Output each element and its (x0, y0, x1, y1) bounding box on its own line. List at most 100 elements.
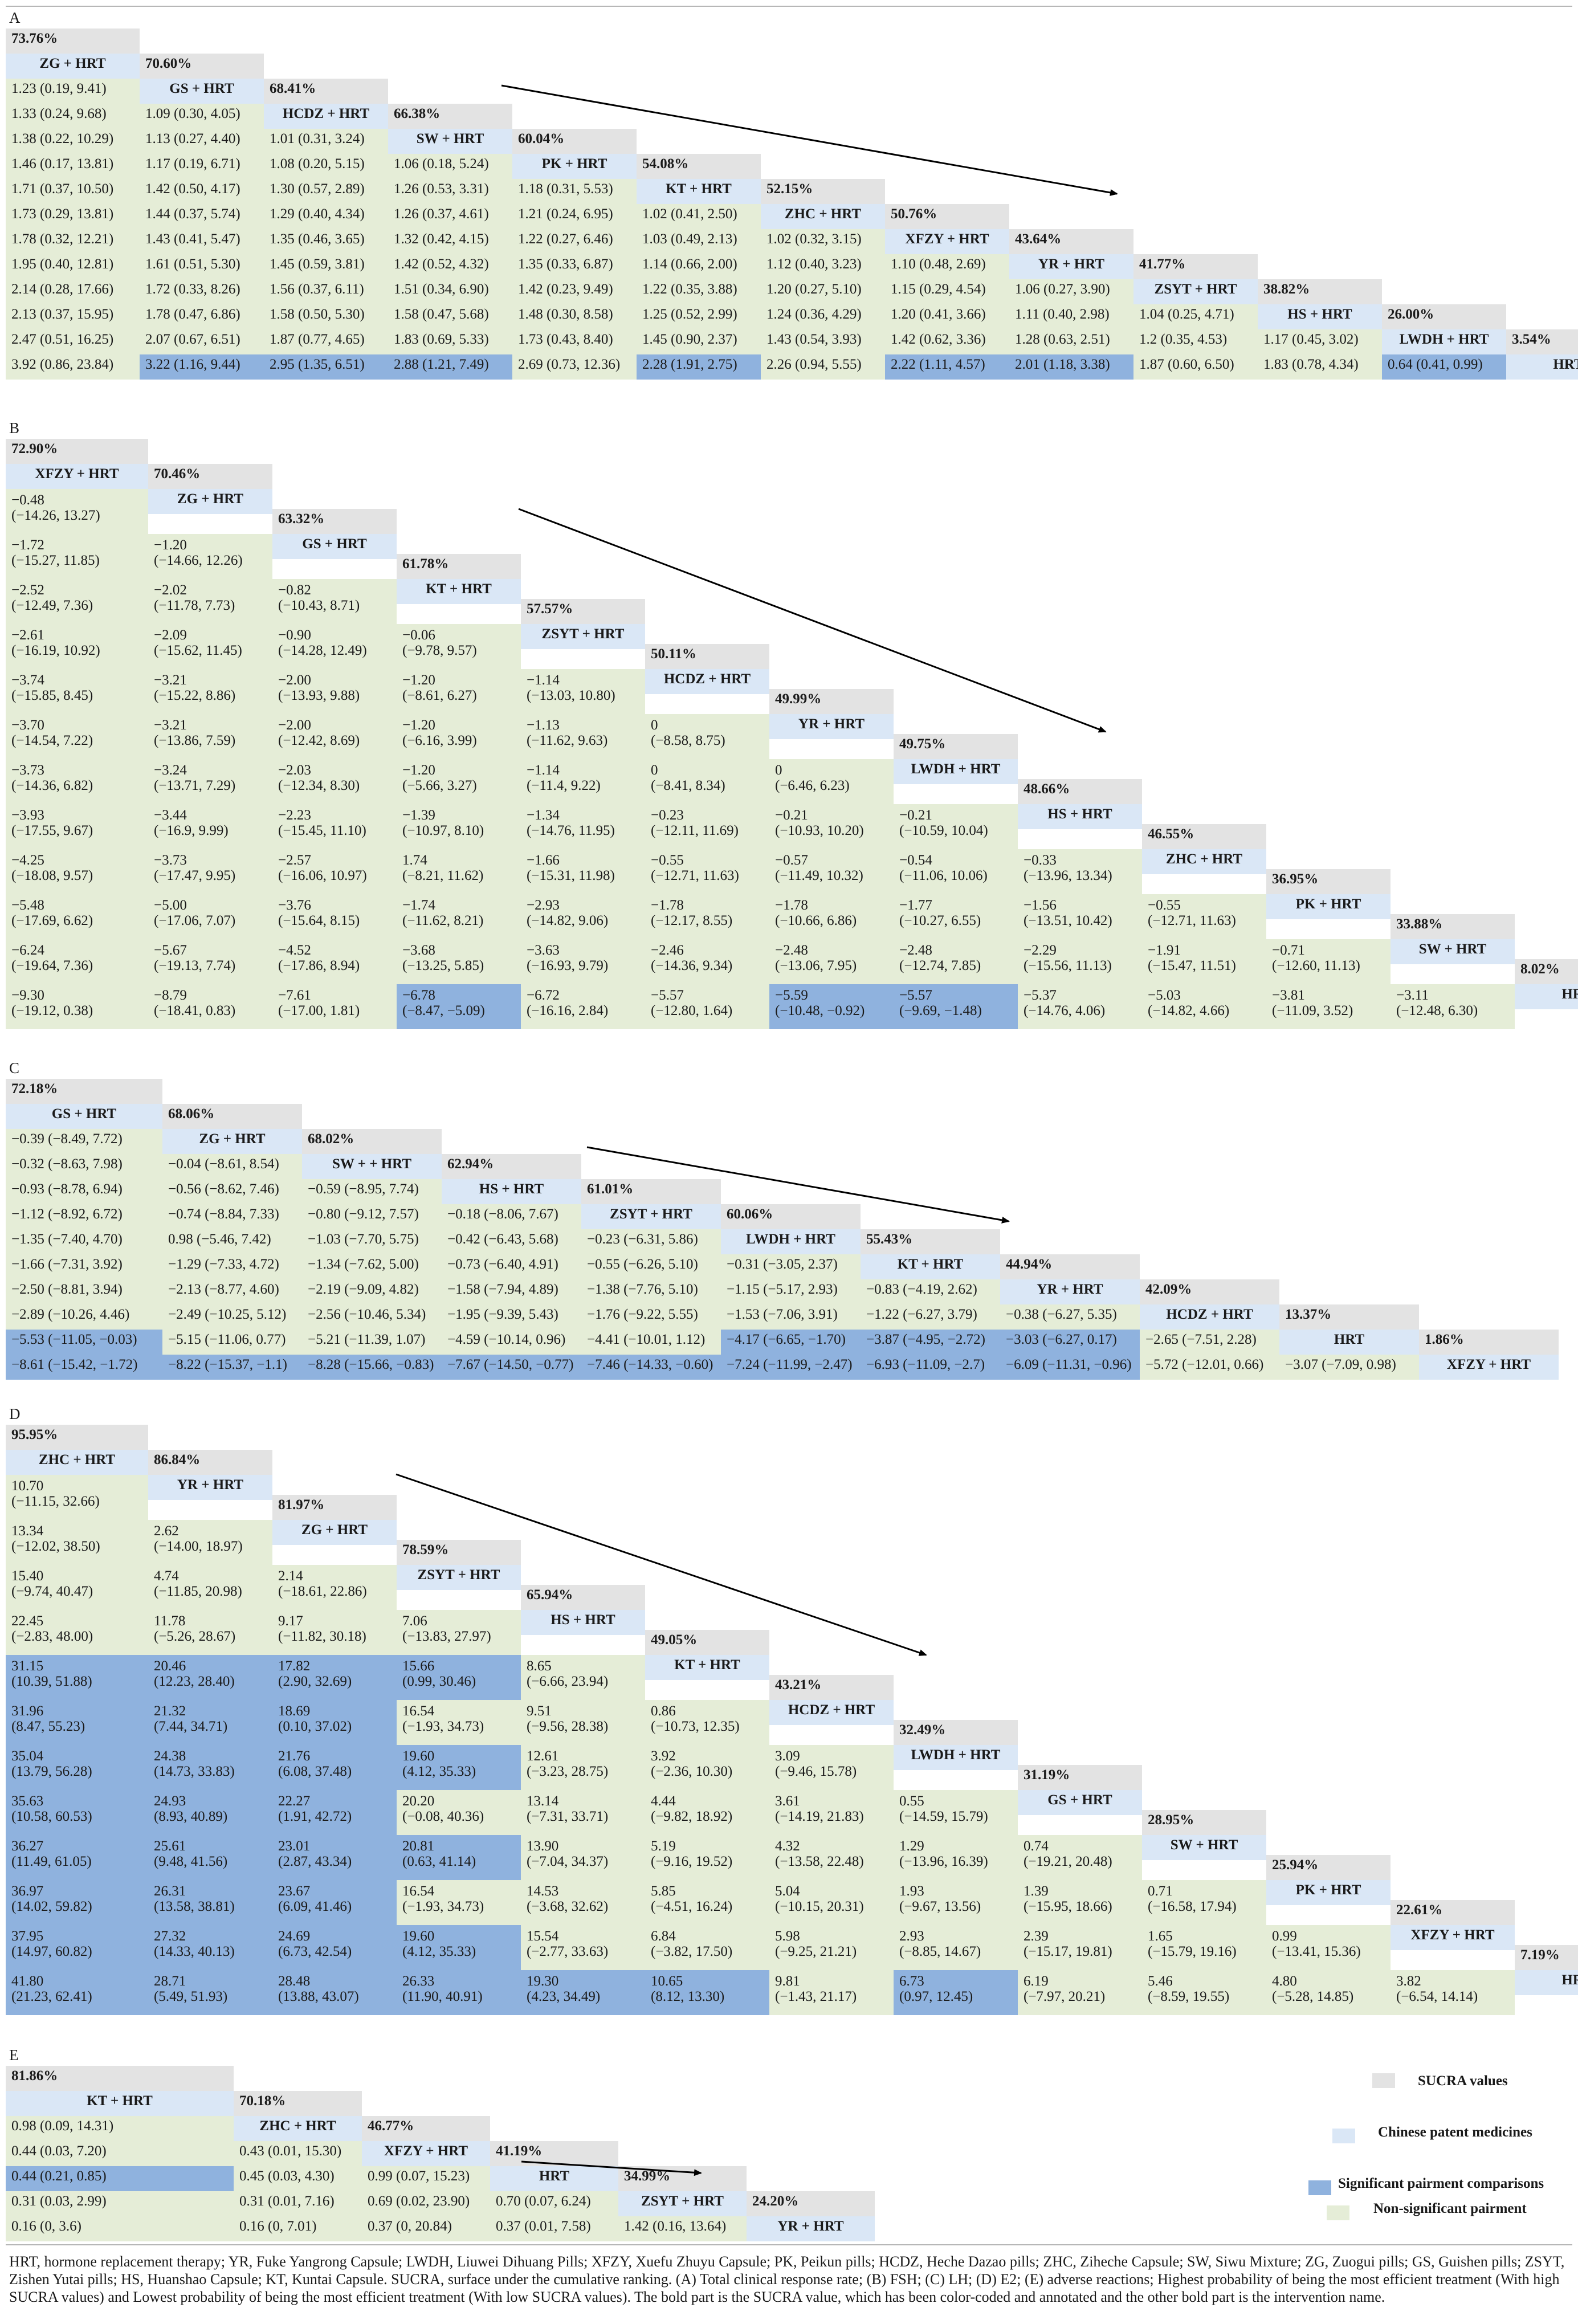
treatment-name: LWDH + HRT (721, 1229, 861, 1254)
comparison-cell: 2.88 (1.21, 7.49) (388, 354, 512, 380)
comparison-cell: −4.59 (−10.14, 0.96) (442, 1330, 581, 1355)
comparison-cell: 13.34 (−12.02, 38.50) (6, 1520, 148, 1565)
footnote: HRT, hormone replacement therapy; YR, Fu… (9, 2253, 1565, 2305)
comparison-cell: −1.66 (−7.31, 3.92) (6, 1254, 162, 1279)
comparison-cell: −3.70 (−14.54, 7.22) (6, 714, 148, 759)
comparison-cell: −5.00 (−17.06, 7.07) (148, 894, 272, 939)
comparison-cell: −6.78 (−8.47, −5.09) (397, 984, 521, 1029)
comparison-cell: 3.22 (1.16, 9.44) (140, 354, 264, 380)
sucra-value: 41.19% (490, 2141, 618, 2166)
comparison-cell: 0.31 (0.03, 2.99) (6, 2191, 234, 2216)
comparison-cell: 1.15 (0.29, 4.54) (885, 279, 1009, 304)
comparison-cell: 1.30 (0.57, 2.89) (264, 179, 388, 204)
comparison-cell: 20.81 (0.63, 41.14) (397, 1835, 521, 1880)
legend-label-nonsignificant: Non-significant pairment (1373, 2201, 1527, 2216)
comparison-cell: 1.08 (0.20, 5.15) (264, 154, 388, 179)
comparison-cell: 24.93 (8.93, 40.89) (148, 1790, 272, 1835)
comparison-cell: −0.55 (−12.71, 11.63) (645, 849, 769, 894)
comparison-cell: −1.58 (−7.94, 4.89) (442, 1279, 581, 1304)
treatment-name: ZSYT + HRT (397, 1565, 521, 1590)
comparison-cell: 2.22 (1.11, 4.57) (885, 354, 1009, 380)
comparison-cell: −0.32 (−8.63, 7.98) (6, 1154, 162, 1179)
comparison-cell: −3.73 (−17.47, 9.95) (148, 849, 272, 894)
comparison-cell: 1.20 (0.41, 3.66) (885, 304, 1009, 329)
comparison-cell: −3.24 (−13.71, 7.29) (148, 759, 272, 804)
sucra-value: 1.86% (1419, 1330, 1559, 1355)
comparison-cell: −2.46 (−14.36, 9.34) (645, 939, 769, 984)
comparison-cell: 23.67 (6.09, 41.46) (272, 1880, 397, 1925)
comparison-cell: −2.56 (−10.46, 5.34) (302, 1304, 442, 1330)
sucra-value: 95.95% (6, 1425, 148, 1450)
comparison-cell: 2.28 (1.91, 2.75) (637, 354, 761, 380)
comparison-cell: 2.62 (−14.00, 18.97) (148, 1520, 272, 1565)
comparison-cell: 5.04 (−10.15, 20.31) (769, 1880, 894, 1925)
comparison-cell: −0.82 (−10.43, 8.71) (272, 579, 397, 624)
sucra-value: 50.76% (885, 204, 1009, 229)
comparison-cell: 41.80 (21.23, 62.41) (6, 1970, 148, 2015)
comparison-cell: 16.54 (−1.93, 34.73) (397, 1700, 521, 1745)
comparison-cell: −1.20 (−5.66, 3.27) (397, 759, 521, 804)
comparison-cell: 1.42 (0.50, 4.17) (140, 179, 264, 204)
comparison-cell: 24.69 (6.73, 42.54) (272, 1925, 397, 1970)
comparison-cell: −2.61 (−16.19, 10.92) (6, 624, 148, 669)
sucra-value: 63.32% (272, 509, 397, 534)
sucra-value: 68.02% (302, 1129, 442, 1154)
comparison-cell: 0.86 (−10.73, 12.35) (645, 1700, 769, 1745)
sucra-value: 68.06% (162, 1104, 302, 1129)
comparison-cell: 2.14 (−18.61, 22.86) (272, 1565, 397, 1610)
comparison-cell: 0.98 (−5.46, 7.42) (162, 1229, 302, 1254)
sucra-value: 70.18% (234, 2091, 362, 2116)
comparison-cell: 1.17 (0.45, 3.02) (1258, 329, 1382, 354)
treatment-name: YR + HRT (1000, 1279, 1140, 1304)
sucra-value: 72.90% (6, 439, 148, 464)
panel-label: A (9, 9, 21, 26)
sucra-value: 46.77% (362, 2116, 490, 2141)
treatment-name: KT + HRT (861, 1254, 1000, 1279)
comparison-cell: 25.61 (9.48, 41.56) (148, 1835, 272, 1880)
comparison-cell: 0.99 (−13.41, 15.36) (1266, 1925, 1391, 1970)
comparison-cell: 1.21 (0.24, 6.95) (512, 204, 637, 229)
comparison-cell: 4.80 (−5.28, 14.85) (1266, 1970, 1391, 2015)
sucra-value: 7.19% (1515, 1945, 1578, 1970)
sucra-value: 60.04% (512, 129, 637, 154)
treatment-name: PK + HRT (512, 154, 637, 179)
comparison-cell: −3.76 (−15.64, 8.15) (272, 894, 397, 939)
comparison-cell: −2.93 (−14.82, 9.06) (521, 894, 645, 939)
comparison-cell: −0.23 (−6.31, 5.86) (581, 1229, 721, 1254)
treatment-name: HCDZ + HRT (769, 1700, 894, 1725)
comparison-cell: 3.82 (−6.54, 14.14) (1391, 1970, 1515, 2015)
treatment-name: ZSYT + HRT (1133, 279, 1258, 304)
comparison-cell: 1.65 (−15.79, 19.16) (1142, 1925, 1266, 1970)
comparison-cell: 11.78 (−5.26, 28.67) (148, 1610, 272, 1655)
treatment-name: KT + HRT (397, 579, 521, 604)
comparison-cell: 6.73 (0.97, 12.45) (894, 1970, 1018, 2015)
comparison-cell: 1.26 (0.37, 4.61) (388, 204, 512, 229)
comparison-cell: 35.63 (10.58, 60.53) (6, 1790, 148, 1835)
comparison-cell: 2.95 (1.35, 6.51) (264, 354, 388, 380)
comparison-cell: 2.93 (−8.85, 14.67) (894, 1925, 1018, 1970)
comparison-cell: 13.90 (−7.04, 34.37) (521, 1835, 645, 1880)
comparison-cell: 0 (−6.46, 6.23) (769, 759, 894, 804)
comparison-cell: −6.72 (−16.16, 2.84) (521, 984, 645, 1029)
sucra-value: 57.57% (521, 599, 645, 624)
treatment-name: XFZY + HRT (362, 2141, 490, 2166)
comparison-cell: 31.96 (8.47, 55.23) (6, 1700, 148, 1745)
comparison-cell: 1.20 (0.27, 5.10) (761, 279, 885, 304)
sucra-value: 13.37% (1279, 1304, 1419, 1330)
comparison-cell: 12.61 (−3.23, 28.75) (521, 1745, 645, 1790)
treatment-name: GS + HRT (1018, 1790, 1142, 1815)
comparison-cell: 0.44 (0.21, 0.85) (6, 2166, 234, 2191)
comparison-cell: 5.46 (−8.59, 19.55) (1142, 1970, 1266, 2015)
comparison-cell: 1.43 (0.41, 5.47) (140, 229, 264, 254)
treatment-name: GS + HRT (140, 79, 264, 104)
comparison-cell: 14.53 (−3.68, 32.62) (521, 1880, 645, 1925)
comparison-cell: −2.19 (−9.09, 4.82) (302, 1279, 442, 1304)
ranking-arrow (521, 2160, 702, 2176)
comparison-cell: 1.35 (0.33, 6.87) (512, 254, 637, 279)
comparison-cell: 9.51 (−9.56, 28.38) (521, 1700, 645, 1745)
sucra-value: 43.64% (1009, 229, 1133, 254)
comparison-cell: 1.48 (0.30, 8.58) (512, 304, 637, 329)
comparison-cell: 28.71 (5.49, 51.93) (148, 1970, 272, 2015)
treatment-name: PK + HRT (1266, 1880, 1391, 1905)
comparison-cell: 3.61 (−14.19, 21.83) (769, 1790, 894, 1835)
